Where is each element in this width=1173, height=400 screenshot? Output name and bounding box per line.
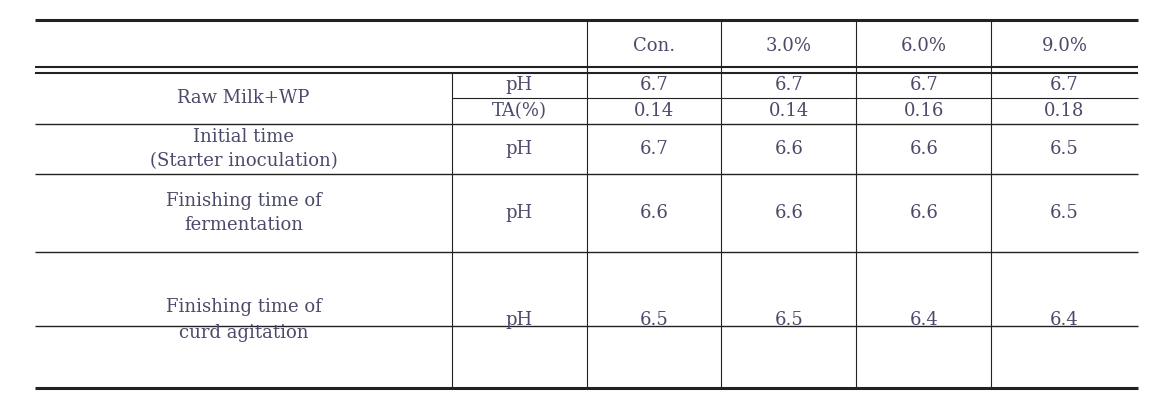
Text: 6.0%: 6.0% xyxy=(901,37,947,55)
Text: 0.14: 0.14 xyxy=(633,102,674,120)
Text: pH: pH xyxy=(506,140,533,158)
Text: 6.5: 6.5 xyxy=(774,311,804,329)
Text: 6.7: 6.7 xyxy=(909,76,938,94)
Text: 0.14: 0.14 xyxy=(768,102,809,120)
Text: 6.7: 6.7 xyxy=(639,76,669,94)
Text: 6.6: 6.6 xyxy=(909,140,938,158)
Text: 6.7: 6.7 xyxy=(1050,76,1079,94)
Text: 6.7: 6.7 xyxy=(774,76,804,94)
Text: 6.4: 6.4 xyxy=(909,311,938,329)
Text: TA(%): TA(%) xyxy=(491,102,547,120)
Text: 6.6: 6.6 xyxy=(639,204,669,222)
Text: pH: pH xyxy=(506,311,533,329)
Text: 6.6: 6.6 xyxy=(774,140,804,158)
Text: 3.0%: 3.0% xyxy=(766,37,812,55)
Text: 6.7: 6.7 xyxy=(639,140,669,158)
Text: 0.18: 0.18 xyxy=(1044,102,1085,120)
Text: 0.16: 0.16 xyxy=(903,102,944,120)
Text: pH: pH xyxy=(506,76,533,94)
Text: Finishing time of
curd agitation: Finishing time of curd agitation xyxy=(165,298,321,342)
Text: Con.: Con. xyxy=(633,37,674,55)
Text: 6.5: 6.5 xyxy=(1050,140,1079,158)
Text: 6.4: 6.4 xyxy=(1050,311,1079,329)
Text: 6.5: 6.5 xyxy=(639,311,669,329)
Text: 6.6: 6.6 xyxy=(909,204,938,222)
Text: Finishing time of
fermentation: Finishing time of fermentation xyxy=(165,192,321,234)
Text: 6.5: 6.5 xyxy=(1050,204,1079,222)
Text: 9.0%: 9.0% xyxy=(1042,37,1087,55)
Text: Raw Milk+WP: Raw Milk+WP xyxy=(177,89,310,107)
Text: pH: pH xyxy=(506,204,533,222)
Text: 6.6: 6.6 xyxy=(774,204,804,222)
Text: Initial time
(Starter inoculation): Initial time (Starter inoculation) xyxy=(149,128,338,170)
